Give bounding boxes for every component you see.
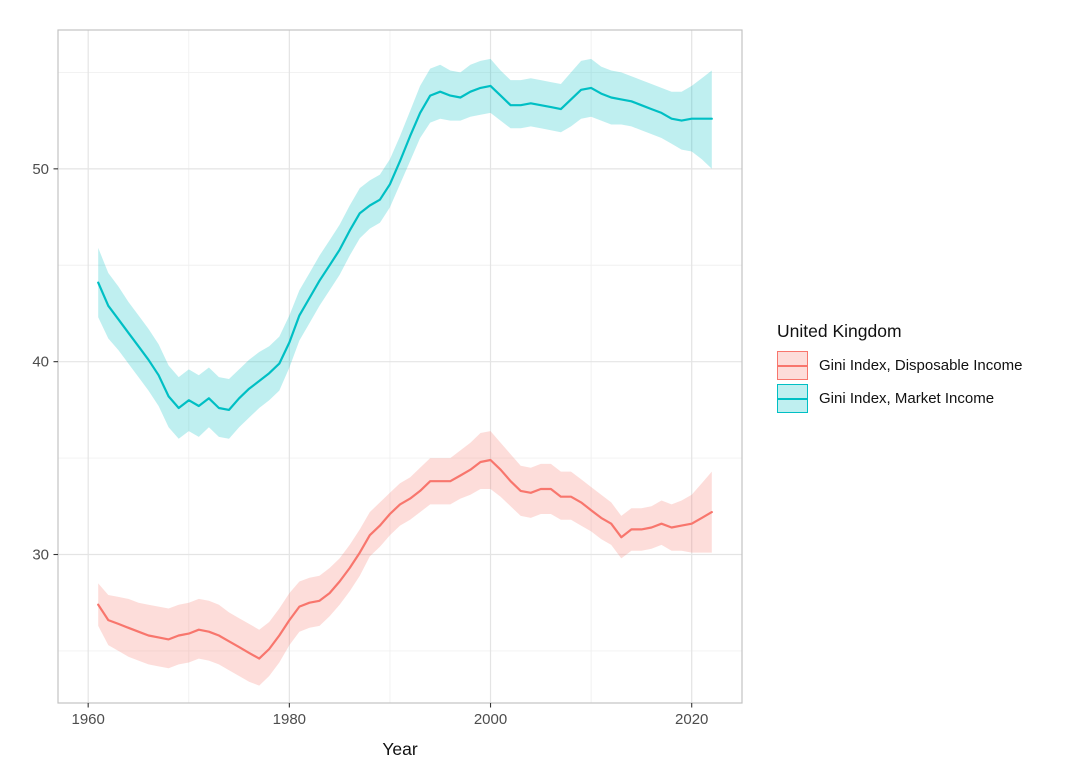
legend-swatch-disposable-income [777,351,808,380]
legend-title: United Kingdom [777,321,902,341]
legend-key-line-icon [778,397,807,400]
legend-key-line-icon [778,364,807,367]
legend-label: Gini Index, Market Income [819,390,995,407]
x-tick-label: 1960 [71,711,104,728]
y-tick-label: 50 [32,161,49,178]
series-line [97,458,713,660]
legend-item: Gini Index, Disposable Income [777,351,1022,380]
panel-border [57,29,743,704]
legend: United Kingdom Gini Index, Disposable In… [777,320,1022,417]
x-axis-title: Year [382,739,418,759]
x-tick-label: 2020 [675,711,708,728]
legend-label: Gini Index, Disposable Income [819,357,1023,374]
legend-swatch-market-income [777,384,808,413]
series-line [97,84,713,411]
confidence-ribbon [98,58,712,439]
confidence-ribbon [98,431,712,686]
y-tick-label: 40 [32,354,49,371]
legend-item: Gini Index, Market Income [777,384,1022,413]
y-tick-label: 30 [32,547,49,564]
x-tick-label: 2000 [474,711,507,728]
gridlines [58,30,742,703]
x-tick-label: 1980 [273,711,306,728]
axes: 1960 1980 2000 2020 30 40 50 [32,161,708,728]
